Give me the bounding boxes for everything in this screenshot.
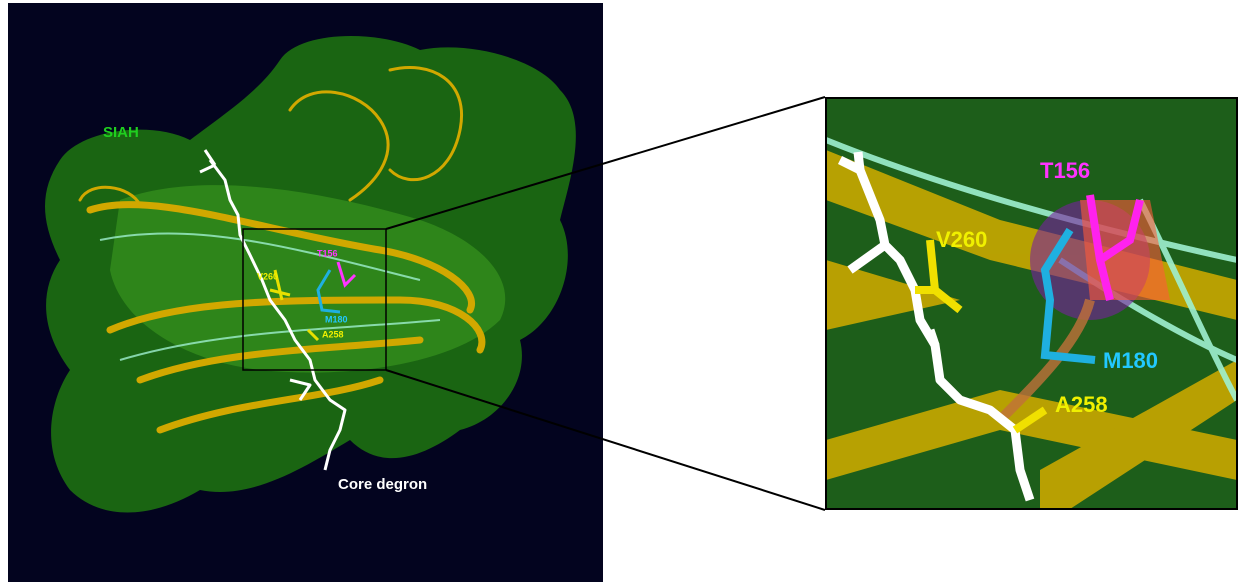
residue-label: M180 — [325, 314, 348, 324]
residue-label: V260 — [257, 271, 278, 281]
residue-label: A258 — [322, 329, 344, 339]
residue-label: A258 — [1055, 392, 1108, 417]
overview-panel: SIAH Core degron T156 V260 M180 A258 — [8, 3, 603, 582]
residue-label: T156 — [1040, 158, 1090, 183]
figure: SIAH Core degron T156 V260 M180 A258 — [0, 0, 1239, 584]
zoom-panel: T156 V260 M180 A258 — [826, 98, 1237, 509]
residue-label: T156 — [317, 248, 338, 258]
residue-label: M180 — [1103, 348, 1158, 373]
protein-label: SIAH — [103, 124, 139, 141]
residue-label: V260 — [936, 227, 987, 252]
peptide-label: Core degron — [338, 476, 427, 493]
